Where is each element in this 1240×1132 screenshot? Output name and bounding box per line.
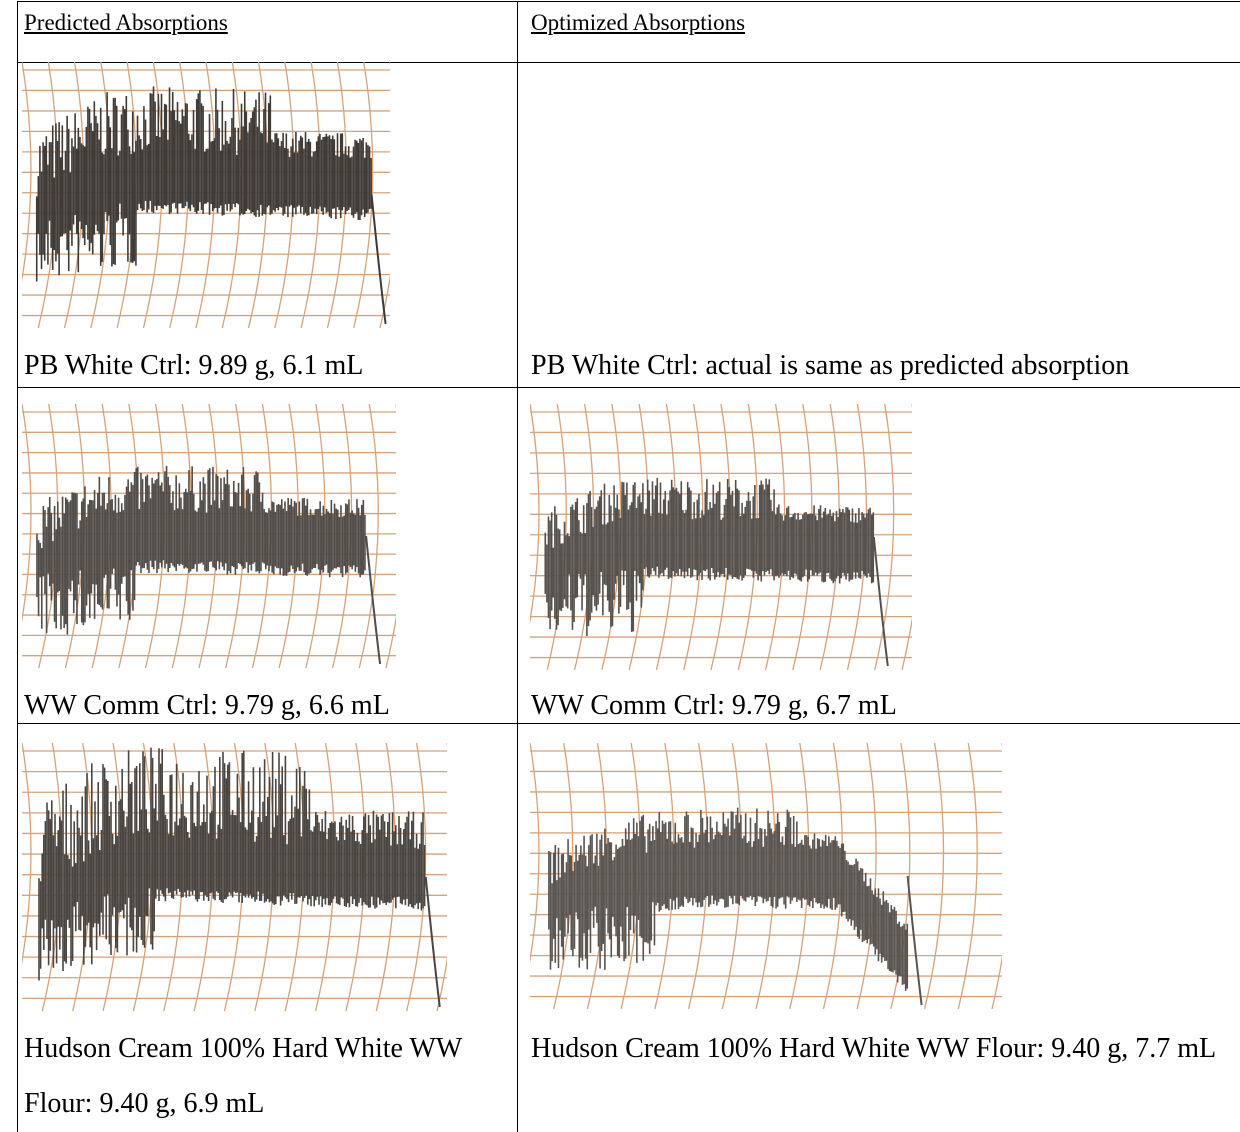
trace-tail: [872, 536, 889, 667]
table-border: [17, 1, 1240, 2]
grid-arc: [957, 743, 978, 1009]
mixograph-image: [22, 62, 390, 328]
table-border: [17, 62, 1240, 63]
grid-arc: [923, 743, 945, 1009]
grid-arc: [991, 743, 1002, 1009]
mixograph-image: [530, 404, 912, 670]
trace: [548, 807, 909, 991]
grid-arc: [358, 404, 379, 668]
trace: [544, 477, 875, 637]
grid-arc: [901, 404, 912, 670]
trace-tail: [365, 535, 382, 665]
grid-arc: [530, 743, 540, 964]
trace: [35, 86, 372, 282]
grid-arc: [436, 743, 447, 1011]
table-border: [517, 1, 518, 1132]
caption: WW Comm Ctrl: 9.79 g, 6.7 mL: [531, 690, 897, 721]
column-header: Optimized Absorptions: [531, 10, 746, 35]
caption: PB White Ctrl: actual is same as predict…: [531, 350, 1130, 381]
caption: WW Comm Ctrl: 9.79 g, 6.6 mL: [24, 690, 390, 721]
mixograph-image: [22, 743, 447, 1011]
column-header: Predicted Absorptions: [24, 10, 228, 35]
trace: [38, 747, 426, 981]
mixograph-image: [530, 743, 1002, 1009]
trace: [36, 465, 366, 635]
trace-tail: [370, 194, 387, 325]
table-border: [17, 387, 1240, 388]
table-border: [17, 1, 18, 1132]
grid-arc: [385, 404, 396, 668]
grid-arc: [874, 404, 895, 670]
grid-arc: [22, 743, 32, 966]
grid-arc: [530, 404, 540, 625]
grid-arc: [379, 62, 390, 328]
trace-tail: [906, 875, 923, 1006]
grid-arc: [22, 404, 32, 623]
trace-tail: [424, 876, 441, 1008]
grid-arc: [856, 743, 877, 1009]
caption: PB White Ctrl: 9.89 g, 6.1 mL: [24, 350, 364, 381]
caption: Hudson Cream 100% Hard White WW Flour: 9…: [24, 1033, 462, 1119]
caption: Hudson Cream 100% Hard White WW Flour: 9…: [531, 1033, 1217, 1064]
table-border: [17, 723, 1240, 724]
grid-arc: [22, 62, 32, 283]
mixograph-image: [22, 404, 396, 668]
